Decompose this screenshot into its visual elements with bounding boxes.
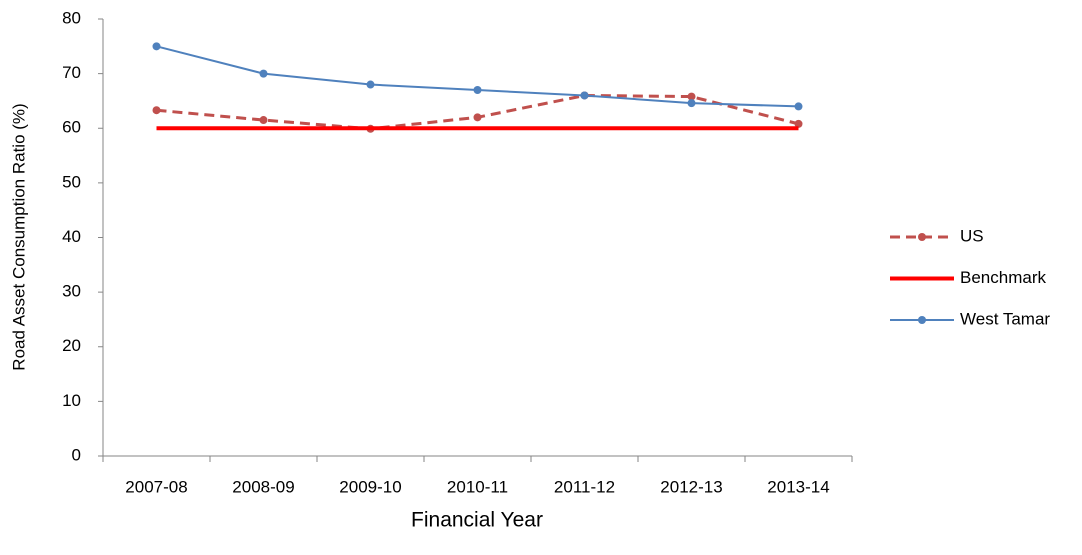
x-tick-label: 2009-10 <box>339 477 401 496</box>
y-tick-label: 0 <box>72 445 81 464</box>
point <box>152 42 161 51</box>
point <box>259 69 268 78</box>
y-tick-label: 50 <box>62 172 81 191</box>
y-tick-label: 20 <box>62 336 81 355</box>
y-tick-label: 30 <box>62 282 81 301</box>
y-tick-label: 80 <box>62 8 81 27</box>
series-line <box>156 93 799 131</box>
point <box>259 116 268 125</box>
x-tick-label: 2007-08 <box>125 477 187 496</box>
x-tick-label: 2008-09 <box>232 477 294 496</box>
x-tick-label: 2013-14 <box>767 477 829 496</box>
point <box>152 106 161 115</box>
legend-label: West Tamar <box>960 309 1050 328</box>
x-tick-label: 2011-12 <box>554 477 615 496</box>
point <box>473 113 482 122</box>
point <box>794 119 803 128</box>
point <box>687 99 696 108</box>
x-axis-title: Financial Year <box>411 509 543 532</box>
point <box>794 102 803 111</box>
y-tick-label: 40 <box>62 227 81 246</box>
y-tick-label: 60 <box>62 118 81 137</box>
point <box>366 80 375 89</box>
point <box>687 92 696 101</box>
legend-marker <box>918 316 926 324</box>
legend-label: US <box>960 226 984 245</box>
legend-marker <box>918 233 926 241</box>
series-line <box>156 45 799 108</box>
y-axis-title: Road Asset Consumption Ratio (%) <box>9 103 28 370</box>
point <box>473 86 482 95</box>
x-tick-label: 2010-11 <box>447 477 508 496</box>
y-tick-label: 10 <box>62 391 81 410</box>
y-tick-label: 70 <box>62 63 81 82</box>
point <box>580 91 589 100</box>
x-tick-label: 2012-13 <box>660 477 722 496</box>
legend-label: Benchmark <box>960 268 1046 287</box>
